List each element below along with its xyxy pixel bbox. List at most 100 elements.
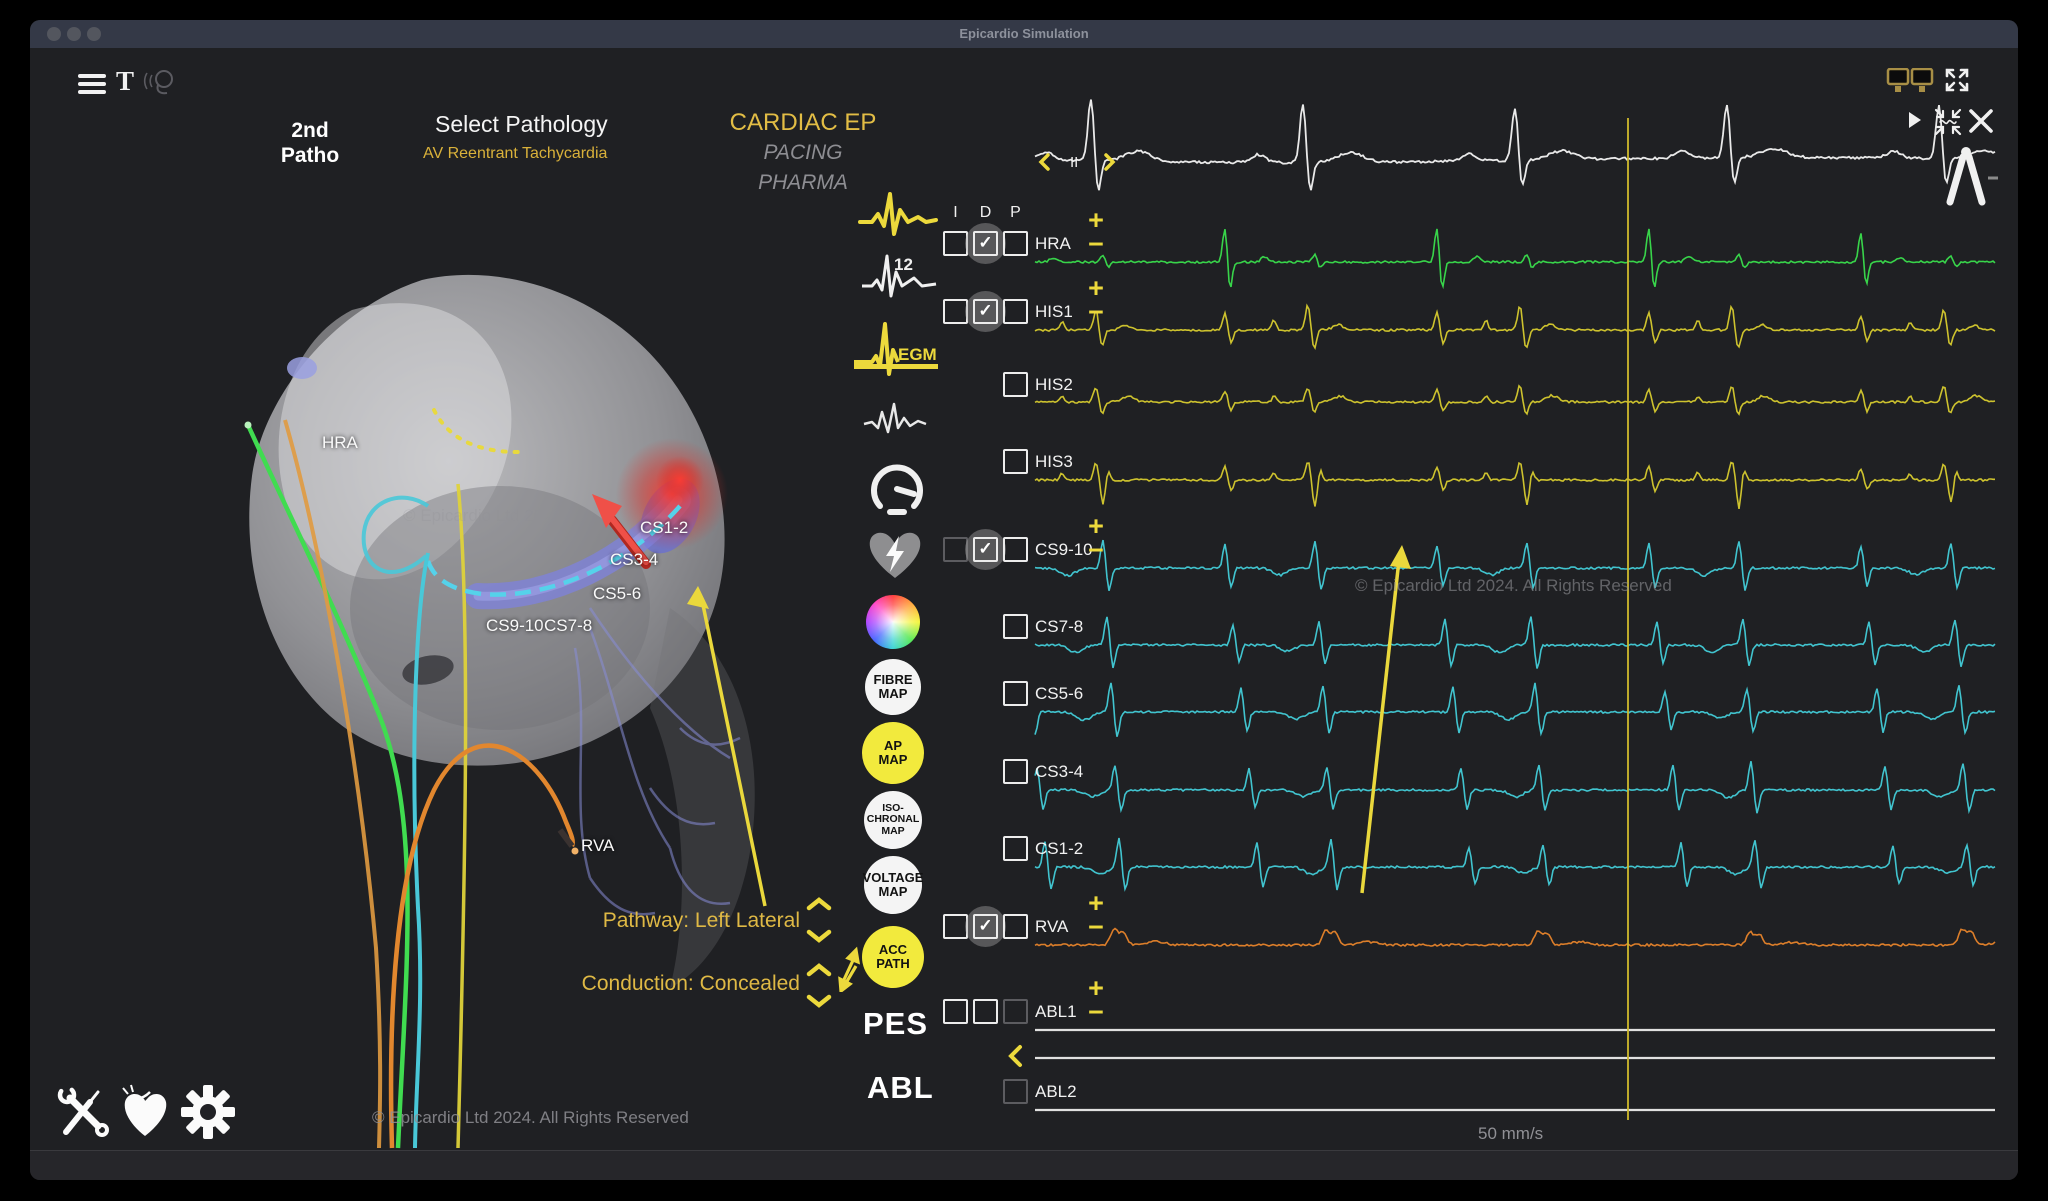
channel-checkbox-cs9-10-d[interactable]: ✓	[973, 537, 998, 562]
channel-label-cs7-8: CS7-8	[1035, 617, 1084, 636]
colour-wheel-button[interactable]	[866, 595, 920, 649]
channel-checkbox-cs9-10-i[interactable]	[943, 537, 968, 562]
isochronal-map-button[interactable]: ISO- CHRONAL MAP	[864, 791, 922, 849]
fit-traces-icon[interactable]	[1932, 106, 1964, 138]
gain-increase-rva[interactable]: +	[1088, 888, 1104, 918]
close-window-button[interactable]	[47, 27, 61, 41]
pathology-slot-button[interactable]: 2nd Patho	[260, 118, 360, 168]
signal-icon[interactable]	[862, 396, 928, 442]
rva-catheter	[388, 743, 575, 1149]
gain-decrease-cs9-10[interactable]: −	[1088, 535, 1104, 565]
abl-button[interactable]: ABL	[867, 1070, 934, 1105]
gain-increase-cs9-10[interactable]: +	[1088, 511, 1104, 541]
cs-catheter	[423, 504, 682, 597]
channel-checkbox-cs1-2-p[interactable]	[1003, 836, 1028, 861]
ap-map-label: MAP	[878, 752, 908, 767]
menu-item-pharma[interactable]: PHARMA	[758, 171, 848, 194]
selected-pathology-label: AV Reentrant Tachycardia	[423, 145, 608, 162]
channel-checkbox-rva-d[interactable]: ✓	[973, 914, 998, 939]
voltage-map-button[interactable]: VOLTAGE MAP	[862, 856, 924, 914]
channel-checkbox-hra-p[interactable]	[1003, 231, 1028, 256]
egm-traces[interactable]	[1034, 99, 1996, 1112]
channel-label-cs9-10: CS9-10	[1035, 540, 1093, 559]
channel-trace-cs3-4	[1034, 761, 1996, 815]
gain-increase-hra[interactable]: +	[1088, 205, 1104, 235]
copyright-label: © Epicardio Ltd 2024. All Rights Reserve…	[372, 1108, 689, 1127]
acc-path-button[interactable]: ACC PATH	[862, 926, 924, 988]
heart-label-rva: RVA	[581, 836, 615, 855]
channel-checkbox-his2-p[interactable]	[1003, 372, 1028, 397]
pathway-direction-icon[interactable]	[834, 946, 864, 992]
gain-increase-his1[interactable]: +	[1088, 273, 1104, 303]
menu-item-pacing[interactable]: PACING	[763, 141, 843, 164]
tools-icon[interactable]	[56, 1086, 112, 1142]
channel-checkbox-his3-p[interactable]	[1003, 449, 1028, 474]
gain-decrease-rva[interactable]: −	[1088, 912, 1104, 942]
pathway-down-chevron[interactable]	[806, 929, 832, 943]
ap-map-button[interactable]: AP MAP	[862, 722, 924, 784]
gain-decrease-his1[interactable]: −	[1088, 297, 1104, 327]
caliper-icon[interactable]	[1938, 144, 2002, 208]
twelve-lead-icon[interactable]: 12	[860, 250, 938, 300]
close-panel-icon[interactable]	[1968, 108, 1994, 134]
minimize-window-button[interactable]	[67, 27, 81, 41]
channel-checkbox-rva-i[interactable]	[943, 914, 968, 939]
rate-gauge-icon[interactable]	[866, 460, 928, 518]
fibre-map-button[interactable]: FIBRE MAP	[865, 659, 921, 715]
gain-decrease-hra[interactable]: −	[1088, 229, 1104, 259]
channel-checkbox-abl2-p[interactable]	[1003, 1079, 1028, 1104]
dictation-icon[interactable]	[142, 68, 178, 98]
heart-label-cs1-2: CS1-2	[640, 518, 689, 537]
pathway-arrow	[607, 513, 649, 565]
play-icon[interactable]	[1906, 110, 1922, 130]
channel-checkbox-cs9-10-p[interactable]	[1003, 537, 1028, 562]
settings-gear-icon[interactable]	[180, 1084, 236, 1140]
titlebar[interactable]: Epicardio Simulation	[30, 20, 2018, 49]
next-lead-button[interactable]	[1102, 152, 1118, 172]
column-header-d: D	[979, 204, 992, 221]
heart-label-hra: HRA	[322, 433, 358, 452]
select-pathology-button[interactable]: Select Pathology	[435, 111, 608, 137]
channel-checkbox-his1-p[interactable]	[1003, 299, 1028, 324]
gain-increase-abl1[interactable]: +	[1088, 973, 1104, 1003]
heart-catheter-icon[interactable]	[120, 1084, 170, 1142]
fibre-map-label: MAP	[878, 686, 908, 701]
measurement-cursor[interactable]	[1627, 118, 1629, 1120]
channel-checkbox-his1-d[interactable]: ✓	[973, 299, 998, 324]
channel-label-his3: HIS3	[1035, 452, 1073, 471]
ecg-view-icon[interactable]	[858, 186, 938, 240]
channel-checkbox-abl1-d[interactable]	[973, 999, 998, 1024]
bottom-bar	[30, 1150, 2018, 1180]
defibrillator-icon[interactable]	[862, 526, 928, 584]
fullscreen-icon[interactable]	[1943, 66, 1971, 94]
pathway-up-chevron[interactable]	[806, 897, 832, 911]
text-tool-icon[interactable]: T	[116, 66, 135, 96]
channel-checkbox-hra-d[interactable]: ✓	[973, 231, 998, 256]
heart-3d-render[interactable]	[244, 274, 755, 1149]
abl-collapse-chevron[interactable]	[1006, 1044, 1024, 1068]
scene-canvas[interactable]	[30, 48, 2018, 1180]
voltage-map-label: VOLTAGE	[862, 870, 924, 886]
channel-checkbox-hra-i[interactable]	[943, 231, 968, 256]
channel-checkbox-abl1-i[interactable]	[943, 999, 968, 1024]
channel-checkbox-rva-p[interactable]	[1003, 914, 1028, 939]
menu-icon[interactable]	[78, 70, 106, 98]
channel-checkbox-cs5-6-p[interactable]	[1003, 681, 1028, 706]
channel-checkbox-his1-i[interactable]	[943, 299, 968, 324]
pes-button[interactable]: PES	[863, 1006, 929, 1041]
menu-item-cardiac-ep[interactable]: CARDIAC EP	[729, 109, 877, 136]
channel-checkbox-cs7-8-p[interactable]	[1003, 614, 1028, 639]
channel-trace-cs5-6	[1034, 682, 1996, 737]
conduction-up-chevron[interactable]	[806, 963, 832, 977]
prev-lead-button[interactable]	[1036, 152, 1052, 172]
heart-annotation-arrowhead	[687, 586, 709, 609]
zoom-window-button[interactable]	[87, 27, 101, 41]
conduction-down-chevron[interactable]	[806, 994, 832, 1008]
svg-text:EGM: EGM	[898, 345, 937, 364]
check-icon: ✓	[978, 916, 993, 935]
dual-screen-icon[interactable]	[1886, 68, 1936, 94]
channel-checkbox-abl1-p[interactable]	[1003, 999, 1028, 1024]
gain-decrease-abl1[interactable]: −	[1088, 997, 1104, 1027]
channel-checkbox-cs3-4-p[interactable]	[1003, 759, 1028, 784]
egm-view-icon[interactable]: EGM	[852, 320, 940, 378]
